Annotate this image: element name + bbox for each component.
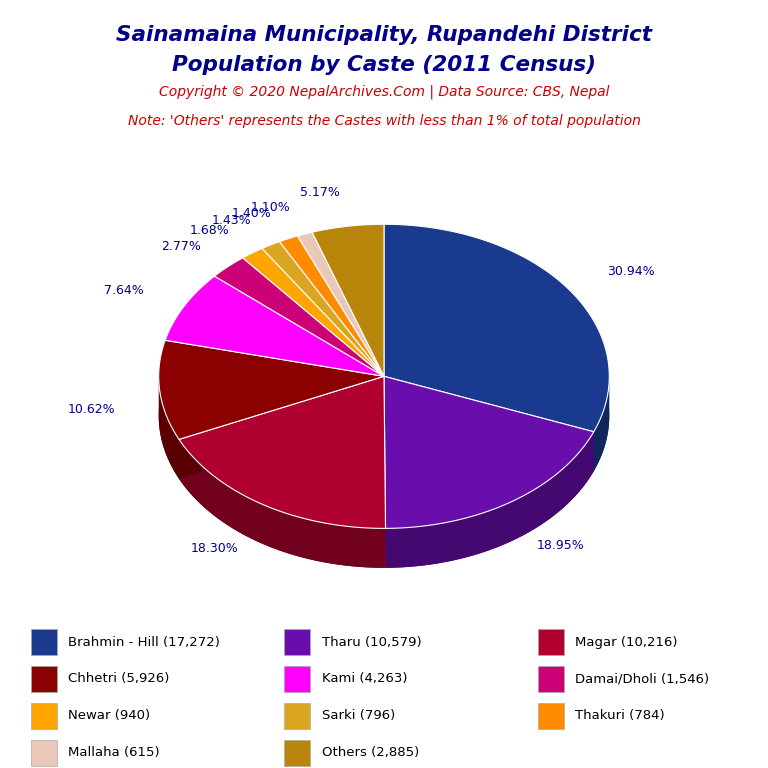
FancyBboxPatch shape bbox=[31, 740, 57, 766]
Polygon shape bbox=[165, 276, 384, 376]
Polygon shape bbox=[386, 432, 594, 568]
Polygon shape bbox=[594, 377, 609, 472]
Text: Tharu (10,579): Tharu (10,579) bbox=[322, 636, 422, 648]
Text: Note: 'Others' represents the Castes with less than 1% of total population: Note: 'Others' represents the Castes wit… bbox=[127, 114, 641, 127]
Text: 1.40%: 1.40% bbox=[232, 207, 272, 220]
Text: Population by Caste (2011 Census): Population by Caste (2011 Census) bbox=[172, 55, 596, 75]
Polygon shape bbox=[384, 376, 386, 568]
FancyBboxPatch shape bbox=[284, 666, 310, 692]
FancyBboxPatch shape bbox=[538, 703, 564, 729]
Polygon shape bbox=[179, 415, 386, 568]
Text: Thakuri (784): Thakuri (784) bbox=[575, 710, 665, 722]
Polygon shape bbox=[179, 376, 384, 478]
Text: 30.94%: 30.94% bbox=[607, 265, 655, 278]
Text: Sainamaina Municipality, Rupandehi District: Sainamaina Municipality, Rupandehi Distr… bbox=[116, 25, 652, 45]
FancyBboxPatch shape bbox=[31, 703, 57, 729]
Polygon shape bbox=[384, 376, 594, 472]
Text: 2.77%: 2.77% bbox=[161, 240, 200, 253]
Polygon shape bbox=[384, 376, 386, 568]
FancyBboxPatch shape bbox=[538, 666, 564, 692]
Text: 1.10%: 1.10% bbox=[251, 201, 291, 214]
Text: Damai/Dholi (1,546): Damai/Dholi (1,546) bbox=[575, 673, 710, 685]
Polygon shape bbox=[262, 242, 384, 376]
Text: Chhetri (5,926): Chhetri (5,926) bbox=[68, 673, 170, 685]
FancyBboxPatch shape bbox=[284, 740, 310, 766]
Text: Magar (10,216): Magar (10,216) bbox=[575, 636, 677, 648]
Polygon shape bbox=[297, 232, 384, 376]
Polygon shape bbox=[280, 236, 384, 376]
Polygon shape bbox=[384, 224, 609, 432]
Polygon shape bbox=[159, 379, 384, 478]
Text: 18.95%: 18.95% bbox=[537, 539, 585, 551]
Text: 10.62%: 10.62% bbox=[68, 403, 115, 416]
Polygon shape bbox=[384, 376, 594, 528]
Polygon shape bbox=[243, 248, 384, 376]
Polygon shape bbox=[159, 340, 384, 439]
Polygon shape bbox=[179, 439, 386, 568]
Text: Others (2,885): Others (2,885) bbox=[322, 746, 419, 759]
Text: Copyright © 2020 NepalArchives.Com | Data Source: CBS, Nepal: Copyright © 2020 NepalArchives.Com | Dat… bbox=[159, 84, 609, 99]
FancyBboxPatch shape bbox=[284, 629, 310, 655]
Polygon shape bbox=[384, 376, 594, 472]
Text: Brahmin - Hill (17,272): Brahmin - Hill (17,272) bbox=[68, 636, 220, 648]
Text: 5.17%: 5.17% bbox=[300, 187, 340, 200]
FancyBboxPatch shape bbox=[284, 703, 310, 729]
Text: 1.43%: 1.43% bbox=[211, 214, 251, 227]
Text: 1.68%: 1.68% bbox=[190, 223, 229, 237]
Text: Kami (4,263): Kami (4,263) bbox=[322, 673, 407, 685]
Polygon shape bbox=[179, 376, 384, 478]
FancyBboxPatch shape bbox=[31, 666, 57, 692]
Polygon shape bbox=[159, 376, 179, 478]
FancyBboxPatch shape bbox=[538, 629, 564, 655]
Text: Newar (940): Newar (940) bbox=[68, 710, 151, 722]
Polygon shape bbox=[312, 224, 384, 376]
Polygon shape bbox=[384, 263, 609, 472]
Polygon shape bbox=[179, 376, 386, 528]
Text: Mallaha (615): Mallaha (615) bbox=[68, 746, 160, 759]
FancyBboxPatch shape bbox=[31, 629, 57, 655]
Text: Sarki (796): Sarki (796) bbox=[322, 710, 395, 722]
Polygon shape bbox=[384, 415, 594, 568]
Polygon shape bbox=[214, 258, 384, 376]
Text: 7.64%: 7.64% bbox=[104, 284, 144, 297]
Text: 18.30%: 18.30% bbox=[190, 542, 239, 555]
